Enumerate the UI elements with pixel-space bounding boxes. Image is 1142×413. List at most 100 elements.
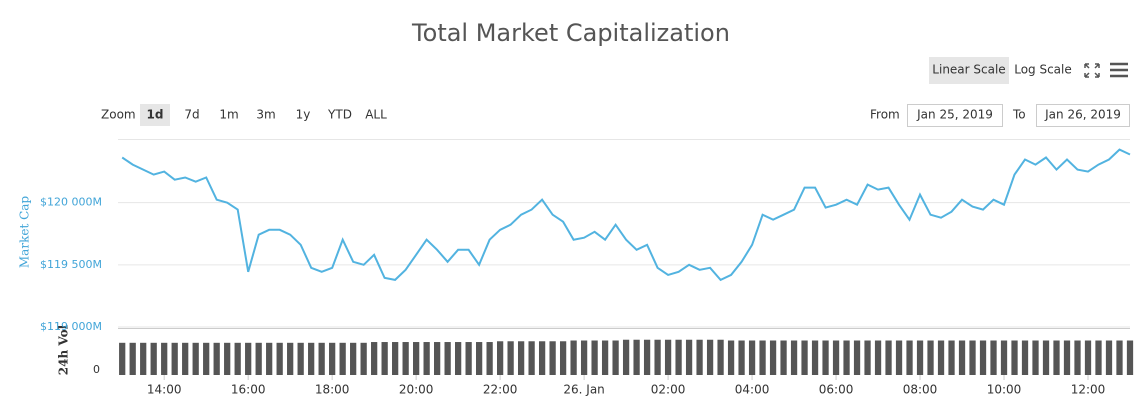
volume-bar (538, 341, 546, 375)
x-tick-label: 12:00 (1071, 383, 1106, 397)
volume-bar (245, 342, 252, 375)
volume-bar (444, 342, 451, 375)
volume-bar (811, 340, 819, 375)
volume-bar (203, 342, 210, 375)
volume-bar (654, 339, 661, 375)
volume-bar (1084, 340, 1092, 375)
volume-bar (1000, 340, 1008, 375)
volume-bar (297, 342, 304, 375)
zoom-button[interactable]: 1y (296, 108, 311, 122)
volume-bar (213, 342, 220, 375)
y-tick-label: $120 000M (40, 196, 102, 209)
volume-bar (1063, 340, 1071, 375)
y-tick-label: $119 500M (40, 258, 102, 271)
volume-bar (612, 340, 619, 375)
to-input-box[interactable] (1036, 104, 1130, 127)
volume-bar (1042, 340, 1050, 375)
y2-tick-label: 0 (93, 363, 100, 376)
zoom-button[interactable]: 7d (184, 108, 199, 122)
volume-bar (381, 342, 388, 375)
volume-bar (339, 342, 346, 375)
volume-bar (1116, 340, 1123, 375)
volume-bar (664, 339, 672, 375)
volume-bar (979, 340, 987, 375)
to-label: To (1012, 108, 1026, 122)
volume-bar (738, 340, 745, 375)
volume-bar (559, 341, 567, 375)
volume-bar (287, 342, 294, 375)
volume-bar (1095, 340, 1102, 375)
x-tick-label: 14:00 (147, 383, 182, 397)
volume-bar (1074, 340, 1081, 375)
volume-bar (392, 342, 399, 375)
volume-bar (685, 339, 693, 375)
volume-bar (874, 340, 882, 375)
volume-bar (580, 340, 588, 375)
volume-bar (1032, 340, 1039, 375)
volume-bar (350, 342, 357, 375)
x-tick-label: 26. Jan (563, 383, 604, 397)
volume-bar (895, 340, 903, 375)
volume-bar (864, 340, 871, 375)
to-date[interactable]: Jan 26, 2019 (1044, 108, 1121, 122)
zoom-button[interactable]: ALL (365, 108, 387, 122)
from-date[interactable]: Jan 25, 2019 (916, 108, 993, 122)
volume-bar (727, 340, 735, 375)
log-scale-button[interactable]: Log Scale (1014, 63, 1072, 77)
volume-bar (1053, 340, 1060, 375)
zoom-active-bg (140, 104, 170, 126)
volume-bar (822, 340, 829, 375)
zoom-label: Zoom (101, 108, 136, 122)
zoom-button[interactable]: 1m (219, 108, 238, 122)
volume-bar (948, 340, 955, 375)
x-tick-label: 20:00 (399, 383, 434, 397)
volume-bar (371, 342, 378, 375)
volume-bar (675, 339, 682, 375)
zoom-button[interactable]: YTD (327, 108, 352, 122)
volume-bar (717, 339, 724, 375)
volume-bar (780, 340, 787, 375)
volume-bar (801, 340, 808, 375)
volume-bar (402, 342, 409, 375)
volume-bar (150, 342, 157, 375)
volume-bar (140, 342, 147, 375)
volume-bar (591, 340, 598, 375)
x-tick-label: 04:00 (735, 383, 770, 397)
menu-icon[interactable] (1110, 62, 1128, 78)
zoom-button[interactable]: 3m (256, 108, 275, 122)
volume-bar (706, 339, 714, 375)
volume-bar (790, 340, 798, 375)
x-tick-label: 16:00 (231, 383, 266, 397)
volume-bar (119, 342, 126, 375)
volume-bar (927, 340, 934, 375)
fullscreen-icon[interactable] (1084, 63, 1100, 78)
volume-bar (622, 339, 630, 375)
volume-bar (885, 340, 892, 375)
volume-bar (906, 340, 913, 375)
linear-scale-bg (929, 57, 1009, 84)
volume-bar (360, 342, 367, 375)
volume-bar (570, 340, 577, 375)
volume-bar (1105, 340, 1113, 375)
volume-bar (633, 339, 640, 375)
x-tick-label: 06:00 (819, 383, 854, 397)
y-axis-title: Market Cap (18, 196, 32, 269)
volume-bar (496, 341, 504, 375)
x-tick-label: 22:00 (483, 383, 518, 397)
from-label: From (870, 108, 900, 122)
volume-bar (413, 342, 420, 375)
volume-bar (643, 339, 651, 375)
volume-bar (1011, 340, 1018, 375)
from-input-box[interactable] (907, 104, 1003, 127)
x-tick-label: 18:00 (315, 383, 350, 397)
volume-bar (769, 340, 777, 375)
linear-scale-button[interactable]: Linear Scale (932, 63, 1005, 77)
zoom-button[interactable]: 1d (147, 108, 164, 122)
market-cap-line (121, 148, 1131, 282)
volume-bar (958, 340, 966, 375)
volume-bar (329, 342, 336, 375)
x-tick-label: 08:00 (903, 383, 938, 397)
volume-bar (234, 342, 241, 375)
volume-bar (129, 342, 136, 375)
